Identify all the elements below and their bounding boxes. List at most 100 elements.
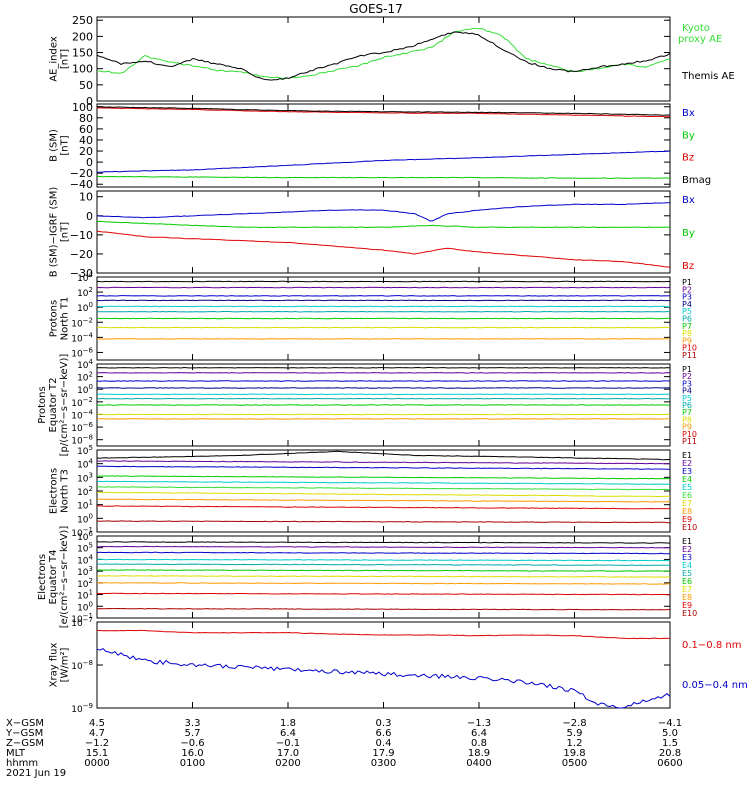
series-line-p5 xyxy=(96,305,671,308)
legend-label: E8 xyxy=(682,507,692,516)
series-line-e1 xyxy=(96,541,671,544)
legend-label: E4 xyxy=(682,475,692,484)
cell-z: −0.1 xyxy=(276,738,300,749)
y-axis-label: [nT] xyxy=(60,222,71,242)
legend-label: P3 xyxy=(682,379,692,388)
y-tick-label: 60 xyxy=(79,123,93,136)
series-line-p1 xyxy=(96,366,671,369)
y-tick-label: 10 xyxy=(79,191,93,204)
cell-x: −4.1 xyxy=(658,718,682,729)
y-tick-label: 50 xyxy=(79,79,93,92)
row-label: Y−GSM xyxy=(5,728,43,739)
cell-x: −1.3 xyxy=(467,718,491,729)
y-axis-label: Electrons xyxy=(49,468,60,514)
cell-y: 5.7 xyxy=(185,728,201,739)
y-tick-label: 104 xyxy=(77,458,93,471)
legend-label: P5 xyxy=(682,307,692,316)
series-line-p6 xyxy=(97,310,671,313)
series-line-p5 xyxy=(96,393,671,396)
y-tick-label: −10 xyxy=(70,229,93,242)
y-axis-label: North T1 xyxy=(60,297,71,341)
series-line-e10 xyxy=(96,520,671,524)
legend-label: Bz xyxy=(682,261,694,272)
legend-label: P2 xyxy=(682,285,692,294)
legend-label: E10 xyxy=(682,523,697,532)
legend-label: E1 xyxy=(682,537,692,546)
legend-label: E7 xyxy=(682,585,692,594)
cell-y: 5.9 xyxy=(567,728,583,739)
y-tick-label: 40 xyxy=(79,134,93,147)
legend-label: proxy AE xyxy=(678,34,722,45)
legend-label: 0.1−0.8 nm xyxy=(682,640,741,651)
y-tick-label: 100 xyxy=(72,63,93,76)
cell-mlt: 18.9 xyxy=(468,748,490,759)
y-tick-label: 102 xyxy=(77,371,93,384)
series-line-e5 xyxy=(97,563,671,566)
cell-mlt: 15.1 xyxy=(86,748,108,759)
legend-label: E6 xyxy=(682,577,692,586)
series-line-e9 xyxy=(97,592,671,596)
y-tick-label: 250 xyxy=(72,14,93,27)
legend-label: P4 xyxy=(682,300,692,309)
y-axis-label: North T3 xyxy=(60,469,71,513)
legend-label: P10 xyxy=(682,430,697,439)
series-line-kyoto-proxy-ae xyxy=(96,27,670,80)
legend-label: By xyxy=(682,130,695,141)
legend-label: Bx xyxy=(682,108,695,119)
series-line-e3 xyxy=(96,551,671,555)
series-line-p8 xyxy=(96,413,671,416)
series-line-e6 xyxy=(96,569,671,572)
series-line-themis-ae xyxy=(96,31,671,81)
series-line-bx xyxy=(96,150,671,173)
legend-label: P7 xyxy=(682,322,692,331)
cell-hhmm: 0300 xyxy=(371,758,396,769)
series-line-p2 xyxy=(96,372,671,374)
series-line-p9 xyxy=(96,338,671,340)
y-axis-label: Protons xyxy=(37,386,48,423)
legend-label: E5 xyxy=(682,483,692,492)
row-label: 2021 Jun 19 xyxy=(6,768,66,779)
y-tick-label: 102 xyxy=(77,286,93,299)
series-line-p2 xyxy=(96,286,671,289)
y-axis-label: [e/(cm²−s−sr−keV)] xyxy=(59,526,70,629)
legend-label: Bz xyxy=(682,153,694,164)
y-tick-label: 20 xyxy=(79,145,93,158)
cell-mlt: 19.8 xyxy=(563,748,585,759)
cell-z: 0.8 xyxy=(471,738,487,749)
cell-hhmm: 0000 xyxy=(84,758,109,769)
legend-label: P3 xyxy=(682,293,692,302)
y-axis-label: B (SM)−IGRF (SM) xyxy=(49,187,60,278)
row-label: hhmm xyxy=(6,758,38,769)
legend-label: E2 xyxy=(682,459,692,468)
y-tick-label: 0 xyxy=(86,95,93,108)
y-tick-label: −40 xyxy=(70,178,93,191)
y-tick-label: 10−2 xyxy=(71,316,93,329)
y-axis-label: B (SM) xyxy=(49,129,60,162)
panel-frame xyxy=(96,16,671,102)
cell-mlt: 20.8 xyxy=(659,748,681,759)
legend-label: E5 xyxy=(682,569,692,578)
series-line-p4 xyxy=(97,387,670,389)
y-tick-label: 0 xyxy=(86,210,93,223)
series-line-e2 xyxy=(97,545,670,549)
y-tick-label: 150 xyxy=(72,47,93,60)
y-tick-label: 200 xyxy=(72,30,93,43)
series-line-p1 xyxy=(96,280,670,283)
series-line-e6 xyxy=(96,486,671,491)
cell-mlt: 16.0 xyxy=(181,748,203,759)
y-tick-label: 102 xyxy=(77,485,93,498)
y-tick-label: 101 xyxy=(77,499,93,512)
cell-x: 3.3 xyxy=(185,718,201,729)
legend-label: E9 xyxy=(682,601,692,610)
y-axis-label: [W/m²] xyxy=(60,647,71,682)
series-line-e3 xyxy=(96,465,671,470)
panel-frame xyxy=(96,103,671,188)
legend-label: By xyxy=(682,228,695,239)
legend-label: Themis AE xyxy=(681,71,735,82)
legend-label: Bx xyxy=(682,195,695,206)
